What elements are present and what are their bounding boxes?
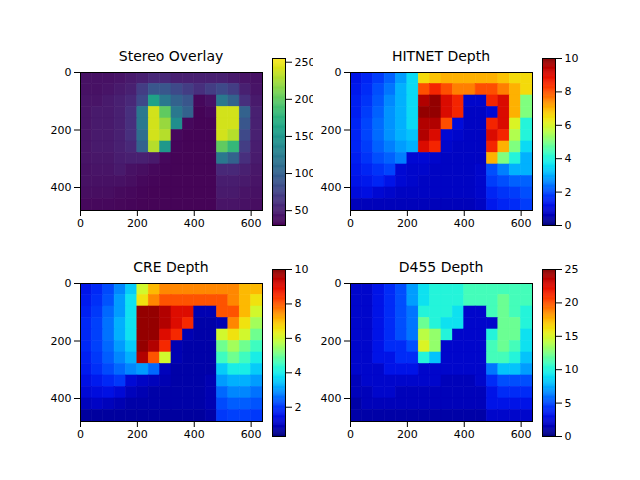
svg-text:600: 600 — [241, 217, 262, 230]
svg-text:400: 400 — [321, 392, 342, 405]
svg-text:0: 0 — [77, 428, 84, 441]
svg-text:400: 400 — [321, 181, 342, 194]
svg-text:2: 2 — [295, 401, 302, 414]
svg-text:400: 400 — [51, 181, 72, 194]
svg-text:0: 0 — [77, 217, 84, 230]
svg-text:0: 0 — [347, 217, 354, 230]
svg-text:20: 20 — [565, 296, 579, 309]
svg-text:100: 100 — [295, 167, 314, 180]
svg-text:0: 0 — [65, 279, 72, 290]
html-text:D455 Depth: D455 Depth — [398, 259, 484, 275]
html-text:CRE Depth: CRE Depth — [133, 259, 209, 275]
svg-text:200: 200 — [295, 93, 314, 106]
svg-text:0: 0 — [565, 219, 572, 229]
svg-text:10: 10 — [295, 265, 309, 276]
svg-text:600: 600 — [511, 217, 532, 230]
svg-text:8: 8 — [295, 297, 302, 310]
svg-text:4: 4 — [565, 152, 572, 165]
svg-text:400: 400 — [454, 428, 475, 441]
svg-text:250: 250 — [295, 56, 314, 69]
svg-text:0: 0 — [565, 430, 572, 440]
svg-text:200: 200 — [127, 217, 148, 230]
svg-text:6: 6 — [295, 332, 302, 345]
svg-text:200: 200 — [321, 335, 342, 348]
svg-text:400: 400 — [51, 392, 72, 405]
svg-text:6: 6 — [565, 119, 572, 132]
svg-text:200: 200 — [127, 428, 148, 441]
svg-text:2: 2 — [565, 186, 572, 199]
html-text:Stereo Overlay: Stereo Overlay — [118, 48, 224, 64]
svg-text:10: 10 — [565, 54, 579, 65]
svg-text:600: 600 — [511, 428, 532, 441]
svg-text:400: 400 — [454, 217, 475, 230]
svg-text:10: 10 — [565, 363, 579, 376]
svg-text:50: 50 — [295, 204, 309, 217]
svg-text:15: 15 — [565, 330, 579, 343]
svg-text:200: 200 — [397, 217, 418, 230]
html-text:HITNET Depth: HITNET Depth — [391, 48, 491, 64]
svg-text:0: 0 — [65, 68, 72, 79]
svg-text:5: 5 — [565, 397, 572, 410]
svg-text:400: 400 — [184, 217, 205, 230]
svg-text:200: 200 — [51, 124, 72, 137]
svg-text:8: 8 — [565, 85, 572, 98]
svg-text:0: 0 — [335, 279, 342, 290]
svg-text:200: 200 — [397, 428, 418, 441]
svg-text:0: 0 — [335, 68, 342, 79]
svg-text:150: 150 — [295, 130, 314, 143]
svg-text:0: 0 — [347, 428, 354, 441]
svg-text:25: 25 — [565, 265, 579, 276]
svg-text:400: 400 — [184, 428, 205, 441]
svg-text:4: 4 — [295, 366, 302, 379]
svg-text:200: 200 — [51, 335, 72, 348]
svg-text:200: 200 — [321, 124, 342, 137]
svg-text:600: 600 — [241, 428, 262, 441]
